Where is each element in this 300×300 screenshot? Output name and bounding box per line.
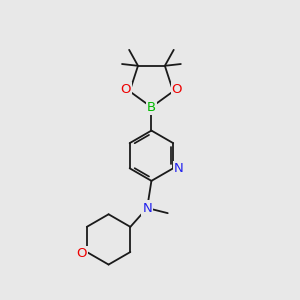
Text: N: N [142, 202, 152, 214]
Text: O: O [76, 247, 87, 260]
Text: O: O [172, 83, 182, 96]
Text: O: O [121, 83, 131, 96]
Text: N: N [174, 162, 184, 175]
Text: B: B [147, 100, 156, 114]
